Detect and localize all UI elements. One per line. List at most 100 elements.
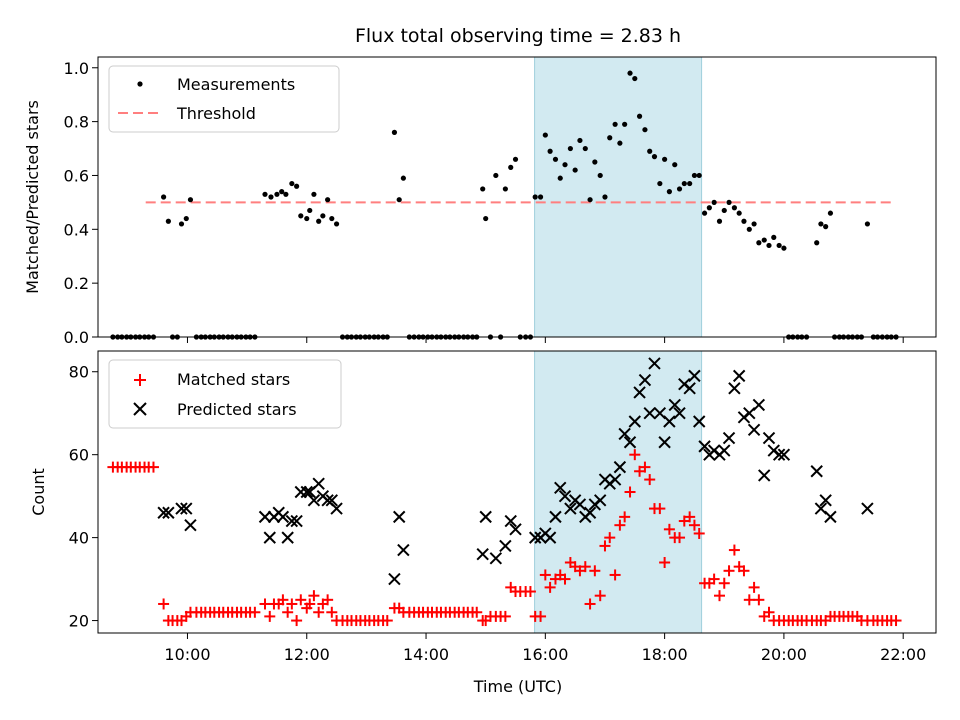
measurement-point <box>731 205 738 211</box>
measurement-point <box>771 234 777 240</box>
bottom-shaded-span <box>534 350 703 634</box>
matched-star-point <box>579 561 591 573</box>
predicted-star-point <box>698 440 711 453</box>
measurement-point <box>721 207 727 214</box>
measurements-points <box>110 70 899 340</box>
predicted-star-point <box>549 510 562 524</box>
predicted-star-point <box>623 436 637 449</box>
bottom-x-ticks: 10:00 12:00 14:00 16:00 18:00 20:00 22:00 <box>164 633 926 664</box>
measurement-point <box>823 224 829 230</box>
matched-star-point <box>718 577 730 589</box>
top-ytick-label: 0.8 <box>64 113 89 132</box>
predicted-star-point <box>307 494 321 507</box>
measurement-point <box>741 218 747 224</box>
predicted-star-point <box>861 502 874 515</box>
measurement-point <box>532 194 538 200</box>
measurement-point <box>751 221 757 227</box>
top-legend: Measurements Threshold <box>108 65 340 133</box>
top-ytick-label: 0.0 <box>64 328 89 347</box>
measurement-point <box>607 135 613 141</box>
predicted-star-point <box>688 369 701 383</box>
predicted-star-point <box>718 444 731 457</box>
predicted-star-point <box>184 518 197 532</box>
top-ylabel: Matched/Predicted stars <box>23 100 42 294</box>
predicted-star-point <box>608 473 622 486</box>
measurement-point <box>642 127 648 133</box>
predicted-star-point <box>504 514 517 528</box>
measurement-point <box>691 172 698 179</box>
predicted-star-point <box>819 494 832 507</box>
measurement-point <box>274 191 280 197</box>
measurement-point <box>502 186 508 192</box>
top-shaded-span <box>534 56 703 338</box>
measurement-point <box>542 132 548 138</box>
matched-star-point <box>291 615 303 627</box>
matched-star-point <box>249 606 261 618</box>
matched-star-point <box>535 610 547 622</box>
measurement-point <box>298 213 304 219</box>
legend-measurements-marker <box>137 81 143 87</box>
measurement-point <box>512 156 519 162</box>
measurement-point <box>681 180 687 187</box>
measurement-point <box>622 121 628 127</box>
measurement-point <box>279 189 285 195</box>
predicted-star-point <box>593 494 607 507</box>
predicted-star-point <box>628 415 642 428</box>
predicted-star-point <box>824 510 837 524</box>
matched-star-point <box>728 544 740 556</box>
legend-matched-label: Matched stars <box>177 370 290 389</box>
measurement-point <box>672 162 678 168</box>
measurement-point <box>333 221 340 227</box>
predicted-star-point <box>312 477 325 490</box>
measurement-point <box>818 221 824 227</box>
matched-star-point <box>277 594 289 606</box>
matched-star-point <box>604 532 616 544</box>
measurement-point <box>400 175 406 181</box>
measurement-point <box>304 215 310 222</box>
matched-star-point <box>663 523 675 535</box>
measurement-point <box>262 191 268 197</box>
measurement-point <box>329 215 335 222</box>
matched-star-point <box>748 581 760 593</box>
predicted-star-point <box>648 357 661 370</box>
measurement-point <box>165 218 171 224</box>
measurement-point <box>827 210 834 216</box>
predicted-star-point <box>658 436 671 449</box>
matched-star-point <box>619 511 631 523</box>
measurement-point <box>178 221 185 227</box>
measurement-point <box>617 140 623 146</box>
matched-star-point <box>594 590 606 602</box>
predicted-star-point <box>638 373 652 387</box>
measurement-point <box>268 194 274 200</box>
predicted-star-point <box>180 502 193 515</box>
predicted-star-point <box>263 531 276 544</box>
predicted-star-point <box>583 506 597 519</box>
measurement-point <box>814 240 820 246</box>
matched-star-point <box>499 610 511 622</box>
measurement-point <box>761 237 767 243</box>
top-y-ticks: 0.0 0.2 0.4 0.6 0.8 1.0 <box>64 59 98 347</box>
matched-star-point <box>471 606 483 618</box>
measurement-point <box>701 210 708 216</box>
matched-star-point <box>723 565 735 577</box>
predicted-star-point <box>499 539 512 553</box>
predicted-star-point <box>758 469 771 482</box>
matched-star-point <box>308 590 320 602</box>
bottom-xtick-label: 22:00 <box>880 645 926 664</box>
measurement-point <box>480 186 486 192</box>
predicted-star-point <box>573 498 587 511</box>
measurement-point <box>776 242 782 249</box>
measurement-point <box>320 213 326 219</box>
measurement-point <box>687 180 693 187</box>
measurement-point <box>711 199 717 205</box>
matched-star-point <box>264 610 276 622</box>
matched-star-point <box>629 449 641 461</box>
measurement-point <box>666 189 672 195</box>
predicted-star-point <box>752 398 766 412</box>
top-ytick-label: 0.6 <box>64 166 89 185</box>
measurement-point <box>396 197 402 203</box>
measurement-point <box>537 194 544 200</box>
predicted-star-point <box>554 481 567 495</box>
top-title: Flux total observing time = 2.83 h <box>355 25 681 47</box>
bottom-ytick-label: 60 <box>69 446 89 465</box>
